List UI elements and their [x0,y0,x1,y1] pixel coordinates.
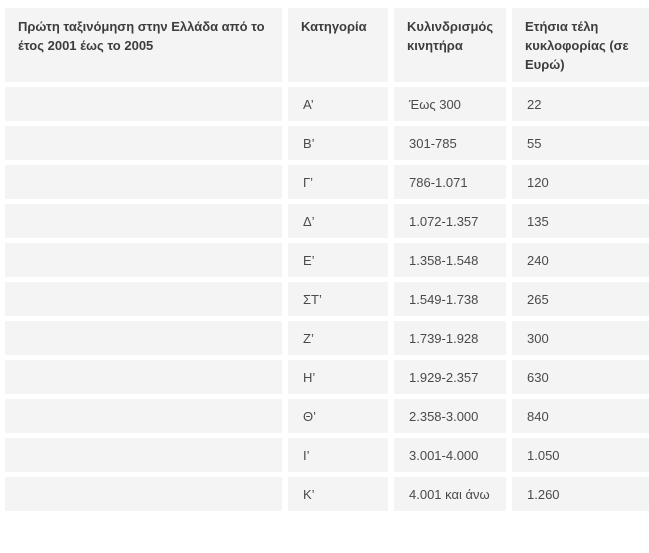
cell-category: Α’ [288,87,388,121]
cell-displacement: 4.001 και άνω [394,477,506,511]
cell-displacement: 1.358-1.548 [394,243,506,277]
cell-category: ΣΤ’ [288,282,388,316]
cell-annual-fee: 265 [512,282,649,316]
cell-category: Ε’ [288,243,388,277]
cell-annual-fee: 1.050 [512,438,649,472]
cell-displacement: 1.739-1.928 [394,321,506,355]
table-row: Ζ’ 1.739-1.928 300 [5,321,649,355]
cell-displacement: 3.001-4.000 [394,438,506,472]
row-leading-empty-cell [5,243,282,277]
header-annual-fee: Ετήσια τέλη κυκλοφορίας (σε Ευρώ) [512,8,649,82]
row-leading-empty-cell [5,282,282,316]
cell-annual-fee: 135 [512,204,649,238]
cell-category: Γ’ [288,165,388,199]
cell-displacement: 1.929-2.357 [394,360,506,394]
table-row: Γ’ 786-1.071 120 [5,165,649,199]
cell-annual-fee: 120 [512,165,649,199]
cell-category: Ι’ [288,438,388,472]
cell-category: Θ’ [288,399,388,433]
cell-category: Κ’ [288,477,388,511]
table-row: Η’ 1.929-2.357 630 [5,360,649,394]
cell-displacement: 1.072-1.357 [394,204,506,238]
table-row: Ε’ 1.358-1.548 240 [5,243,649,277]
table-row: Δ’ 1.072-1.357 135 [5,204,649,238]
table-row: ΣΤ’ 1.549-1.738 265 [5,282,649,316]
row-leading-empty-cell [5,87,282,121]
table-row: Α’ Έως 300 22 [5,87,649,121]
table-row: Κ’ 4.001 και άνω 1.260 [5,477,649,511]
cell-annual-fee: 300 [512,321,649,355]
row-leading-empty-cell [5,165,282,199]
header-displacement: Κυλινδρισμός κινητήρα [394,8,506,82]
header-registration-period: Πρώτη ταξινόμηση στην Ελλάδα από το έτος… [5,8,282,82]
header-category: Κατηγορία [288,8,388,82]
cell-annual-fee: 840 [512,399,649,433]
cell-category: Β’ [288,126,388,160]
table-row: Β’ 301-785 55 [5,126,649,160]
row-leading-empty-cell [5,126,282,160]
cell-annual-fee: 55 [512,126,649,160]
row-leading-empty-cell [5,477,282,511]
table-row: Ι’ 3.001-4.000 1.050 [5,438,649,472]
cell-annual-fee: 1.260 [512,477,649,511]
cell-annual-fee: 240 [512,243,649,277]
cell-displacement: 786-1.071 [394,165,506,199]
row-leading-empty-cell [5,399,282,433]
cell-category: Η’ [288,360,388,394]
cell-displacement: 2.358-3.000 [394,399,506,433]
cell-displacement: Έως 300 [394,87,506,121]
cell-category: Δ’ [288,204,388,238]
cell-displacement: 1.549-1.738 [394,282,506,316]
header-row: Πρώτη ταξινόμηση στην Ελλάδα από το έτος… [5,8,649,82]
fee-table-body: Α’ Έως 300 22 Β’ 301-785 55 Γ’ 786-1.071 120 Δ’ 1.… [5,87,649,511]
cell-category: Ζ’ [288,321,388,355]
circulation-fee-table: Πρώτη ταξινόμηση στην Ελλάδα από το έτος… [0,3,649,516]
cell-displacement: 301-785 [394,126,506,160]
cell-annual-fee: 22 [512,87,649,121]
table-header: Πρώτη ταξινόμηση στην Ελλάδα από το έτος… [5,8,649,82]
cell-annual-fee: 630 [512,360,649,394]
row-leading-empty-cell [5,204,282,238]
row-leading-empty-cell [5,438,282,472]
row-leading-empty-cell [5,360,282,394]
table-row: Θ’ 2.358-3.000 840 [5,399,649,433]
row-leading-empty-cell [5,321,282,355]
